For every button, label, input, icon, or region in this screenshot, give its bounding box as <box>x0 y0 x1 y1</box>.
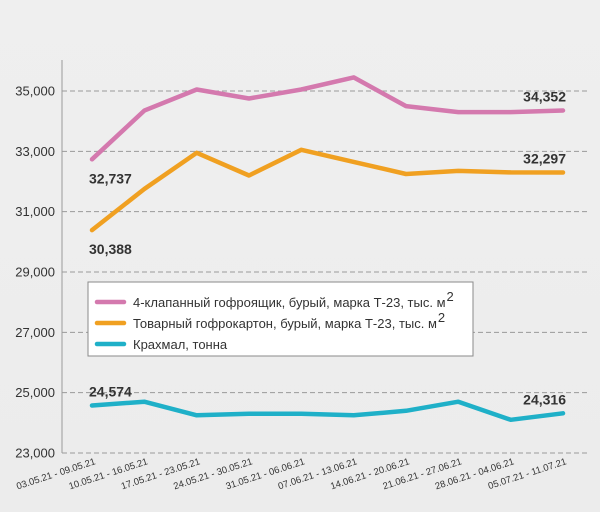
legend: 4-клапанный гофроящик, бурый, марка Т-23… <box>87 281 474 357</box>
y-tick-label: 23,000 <box>15 446 55 461</box>
y-tick-label: 29,000 <box>15 265 55 280</box>
y-tick-label: 27,000 <box>15 325 55 340</box>
series-line-3 <box>89 399 566 423</box>
legend-label-1: 4-клапанный гофроящик, бурый, марка Т-23… <box>133 295 446 310</box>
series-line-1 <box>89 75 566 162</box>
legend-box <box>87 281 474 357</box>
data-label: 32,297 <box>523 151 566 167</box>
y-tick-label: 31,000 <box>15 204 55 219</box>
data-label: 24,316 <box>523 391 566 407</box>
y-tick-label: 25,000 <box>15 385 55 400</box>
data-label: 30,388 <box>89 241 132 257</box>
data-label: 24,574 <box>89 384 132 400</box>
data-label: 34,352 <box>523 89 566 105</box>
series-line-2 <box>89 147 566 233</box>
legend-label-2: Товарный гофрокартон, бурый, марка Т-23,… <box>133 316 437 331</box>
y-tick-label: 35,000 <box>15 84 55 99</box>
grid <box>62 90 588 454</box>
data-label: 32,737 <box>89 170 132 186</box>
legend-superscript: 2 <box>447 289 454 304</box>
legend-superscript: 2 <box>438 310 445 325</box>
legend-label-3: Крахмал, тонна <box>133 337 228 352</box>
y-tick-label: 33,000 <box>15 144 55 159</box>
